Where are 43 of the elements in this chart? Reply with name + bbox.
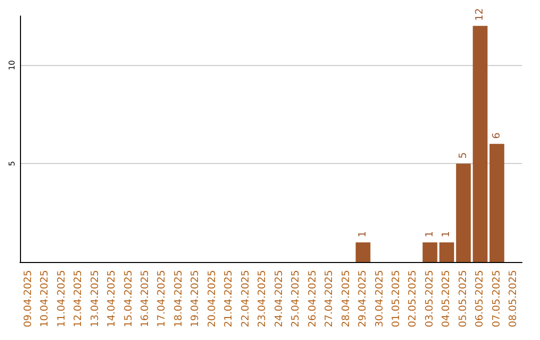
x-tick-label: 27.04.2025 <box>324 270 336 328</box>
bar <box>472 26 488 262</box>
x-tick-label: 21.04.2025 <box>224 270 235 328</box>
bar <box>490 144 504 262</box>
x-tick-label: 11.04.2025 <box>56 270 68 328</box>
x-tick-label: 05.05.2025 <box>458 270 469 328</box>
x-tick-label: 08.05.2025 <box>508 270 520 328</box>
x-tick-label: 19.04.2025 <box>190 270 202 328</box>
data-label: 1 <box>441 230 452 238</box>
y-tick-label: 10 <box>8 60 16 70</box>
data-label: 1 <box>358 230 369 238</box>
data-label: 6 <box>491 132 502 139</box>
bar <box>456 164 471 262</box>
bar <box>439 242 454 262</box>
data-label: 5 <box>458 152 469 159</box>
x-tick-label: 04.05.2025 <box>441 270 452 328</box>
bar <box>422 242 438 262</box>
x-tick-label: 14.04.2025 <box>106 270 118 328</box>
data-label: 1 <box>424 230 436 238</box>
x-tick-label: 26.04.2025 <box>307 270 318 328</box>
x-tick-label: 06.05.2025 <box>474 270 486 328</box>
x-tick-label: 16.04.2025 <box>140 270 151 328</box>
data-label: 12 <box>474 8 486 21</box>
x-tick-label: 02.05.2025 <box>408 270 419 328</box>
x-tick-label: 17.04.2025 <box>156 270 168 328</box>
x-tick-label: 03.05.2025 <box>424 270 436 328</box>
x-tick-label: 10.04.2025 <box>40 270 51 328</box>
x-tick-label: 13.04.2025 <box>90 270 101 328</box>
x-tick-label: 28.04.2025 <box>340 270 352 328</box>
x-tick-label: 20.04.2025 <box>206 270 218 328</box>
x-tick-label: 15.04.2025 <box>123 270 134 328</box>
x-tick-label: 22.04.2025 <box>240 270 252 328</box>
x-tick-label: 18.04.2025 <box>173 270 184 328</box>
x-tick-label: 07.05.2025 <box>491 270 502 328</box>
x-tick-label: 25.04.2025 <box>290 270 302 328</box>
x-tick-label: 24.04.2025 <box>274 270 285 328</box>
x-tick-label: 29.04.2025 <box>358 270 369 328</box>
x-tick-label: 23.04.2025 <box>257 270 268 328</box>
x-tick-label: 09.04.2025 <box>22 270 34 328</box>
bar <box>356 242 370 262</box>
x-tick-label: 12.04.2025 <box>73 270 84 328</box>
x-tick-label: 30.04.2025 <box>374 270 386 328</box>
x-tick-label: 01.05.2025 <box>391 270 402 328</box>
